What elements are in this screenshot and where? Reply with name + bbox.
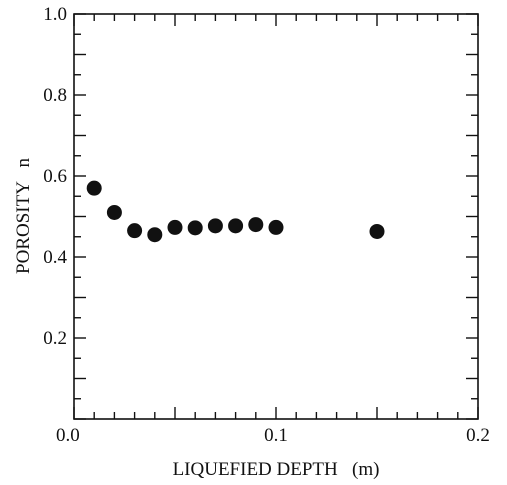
x-tick-label: 0.1: [264, 425, 288, 446]
data-point: [268, 219, 284, 235]
y-tick-label: 0.4: [43, 247, 67, 268]
y-tick-label: 1.0: [43, 4, 67, 25]
x-tick-label: 0.2: [466, 425, 490, 446]
data-point: [127, 223, 143, 239]
data-point: [228, 218, 244, 234]
data-point: [248, 217, 264, 233]
data-point: [106, 204, 122, 220]
x-axis-label: LIQUEFIED DEPTH (m): [173, 459, 380, 480]
data-point: [147, 227, 163, 243]
x-tick-label: 0.0: [56, 425, 80, 446]
y-axis-label: POROSITY n: [13, 158, 34, 274]
axis-ticks: [73, 13, 479, 420]
y-tick-label: 0.6: [43, 166, 67, 187]
tick-labels: 0.0 0.1 0.2 0.2 0.4 0.6 0.8 1.0: [43, 4, 490, 446]
data-points: [86, 180, 385, 243]
data-point: [187, 220, 203, 236]
y-tick-label: 0.2: [43, 328, 67, 349]
data-point: [369, 223, 385, 239]
data-point: [86, 180, 102, 196]
data-point: [207, 218, 223, 234]
y-tick-label: 0.8: [43, 85, 67, 106]
data-point: [167, 219, 183, 235]
plot-frame: [73, 13, 479, 420]
